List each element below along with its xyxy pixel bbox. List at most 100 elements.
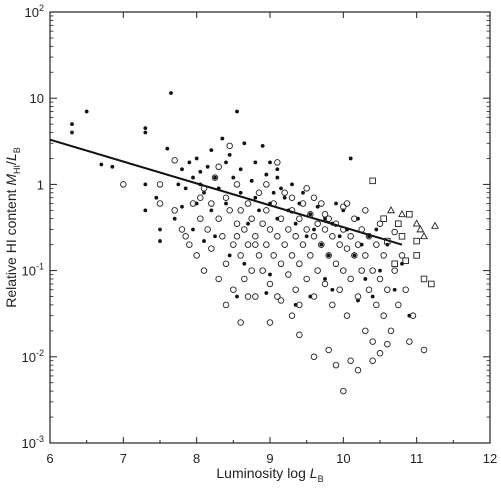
- data-point-filled: [367, 234, 371, 239]
- data-point-filled: [202, 239, 206, 243]
- data-point-open: [204, 226, 211, 233]
- data-point-filled: [268, 272, 272, 277]
- fit-line: [49, 138, 403, 246]
- data-point-filled: [264, 291, 269, 295]
- data-point-filled: [235, 294, 239, 299]
- data-point-open: [391, 228, 398, 236]
- data-point-open: [274, 233, 281, 240]
- data-point-open: [285, 271, 292, 278]
- data-point-filled: [187, 160, 192, 165]
- data-point-filled: [275, 167, 280, 172]
- data-point-filled: [180, 167, 184, 172]
- data-point-filled: [176, 182, 181, 187]
- data-point-open: [307, 211, 314, 218]
- data-point-filled: [143, 126, 148, 130]
- x-tick-label: 10: [336, 451, 350, 466]
- data-point-open: [288, 194, 296, 202]
- data-point-open: [288, 312, 296, 319]
- data-point-open: [303, 275, 310, 283]
- data-point-open: [237, 252, 244, 259]
- data-point-square: [428, 280, 435, 288]
- data-point-open: [299, 241, 307, 248]
- data-point-square: [398, 233, 406, 240]
- data-point-open: [208, 245, 215, 252]
- data-point-open: [362, 327, 369, 335]
- data-point-open: [230, 286, 237, 293]
- data-point-open: [200, 267, 208, 274]
- data-point-open: [233, 233, 241, 240]
- data-point-open: [296, 260, 303, 268]
- y-tick-label: 1: [37, 177, 44, 192]
- data-point-filled: [143, 182, 148, 187]
- data-point-open: [281, 241, 288, 248]
- data-point-filled: [84, 109, 89, 114]
- data-point-filled: [279, 186, 283, 191]
- data-point-filled: [70, 122, 74, 127]
- data-point-open: [332, 220, 340, 227]
- data-point-open: [255, 189, 263, 197]
- data-point-triangle: [416, 225, 425, 233]
- data-point-square: [402, 257, 409, 265]
- data-point-open: [189, 200, 197, 207]
- data-point-square: [413, 252, 420, 259]
- data-point-open: [200, 185, 208, 192]
- x-tick-label: 8: [193, 451, 200, 466]
- data-point-open: [384, 340, 391, 348]
- data-point-open: [332, 260, 340, 268]
- data-point-open: [347, 357, 354, 364]
- data-point-filled: [315, 204, 320, 209]
- data-point-filled: [235, 109, 239, 114]
- data-point-triangle: [431, 221, 439, 229]
- data-point-open: [351, 252, 358, 259]
- data-point-open: [285, 226, 292, 233]
- data-point-filled: [319, 242, 324, 247]
- data-point-open: [208, 200, 215, 207]
- data-point-filled: [205, 164, 210, 169]
- data-point-open: [296, 331, 303, 339]
- data-point-open: [248, 215, 255, 222]
- data-point-filled: [271, 190, 276, 195]
- data-point-open: [314, 267, 321, 274]
- data-point-filled: [238, 167, 243, 172]
- data-point-filled: [370, 294, 375, 299]
- data-point-filled: [158, 227, 162, 232]
- y-axis-title: Relative HI content MHI/LB: [3, 147, 22, 308]
- data-point-open: [321, 211, 329, 218]
- data-point-open: [299, 200, 307, 207]
- data-point-filled: [202, 190, 206, 195]
- plot-frame: [49, 11, 491, 444]
- data-point-open: [156, 181, 164, 188]
- data-point-open: [292, 233, 299, 240]
- data-point-open: [255, 252, 263, 259]
- data-point-open: [395, 301, 402, 309]
- data-point-open: [288, 252, 296, 259]
- data-point-open: [376, 349, 384, 357]
- data-point-open: [197, 194, 204, 202]
- data-point-open: [376, 275, 384, 283]
- data-point-open: [387, 327, 395, 335]
- data-point-filled: [70, 130, 74, 135]
- data-point-open: [376, 220, 384, 227]
- data-point-open: [222, 194, 230, 202]
- data-point-open: [380, 312, 387, 319]
- data-point-open: [354, 293, 362, 300]
- data-point-filled: [352, 253, 357, 258]
- data-point-open: [340, 267, 347, 274]
- data-point-open: [384, 286, 391, 293]
- data-point-filled: [242, 141, 247, 146]
- data-point-open: [406, 338, 413, 345]
- data-point-filled: [312, 227, 316, 232]
- data-point-filled: [198, 182, 203, 187]
- data-point-open: [365, 286, 373, 293]
- data-point-open: [233, 220, 241, 227]
- data-point-open: [120, 181, 127, 188]
- data-point-open: [321, 280, 329, 288]
- data-point-filled: [213, 175, 217, 180]
- data-point-open: [340, 387, 347, 395]
- data-point-open: [178, 226, 186, 233]
- data-point-open: [226, 207, 233, 214]
- plot-axes: [49, 11, 491, 444]
- data-point-open: [222, 260, 230, 268]
- data-point-open: [263, 207, 270, 214]
- data-point-open: [193, 252, 200, 259]
